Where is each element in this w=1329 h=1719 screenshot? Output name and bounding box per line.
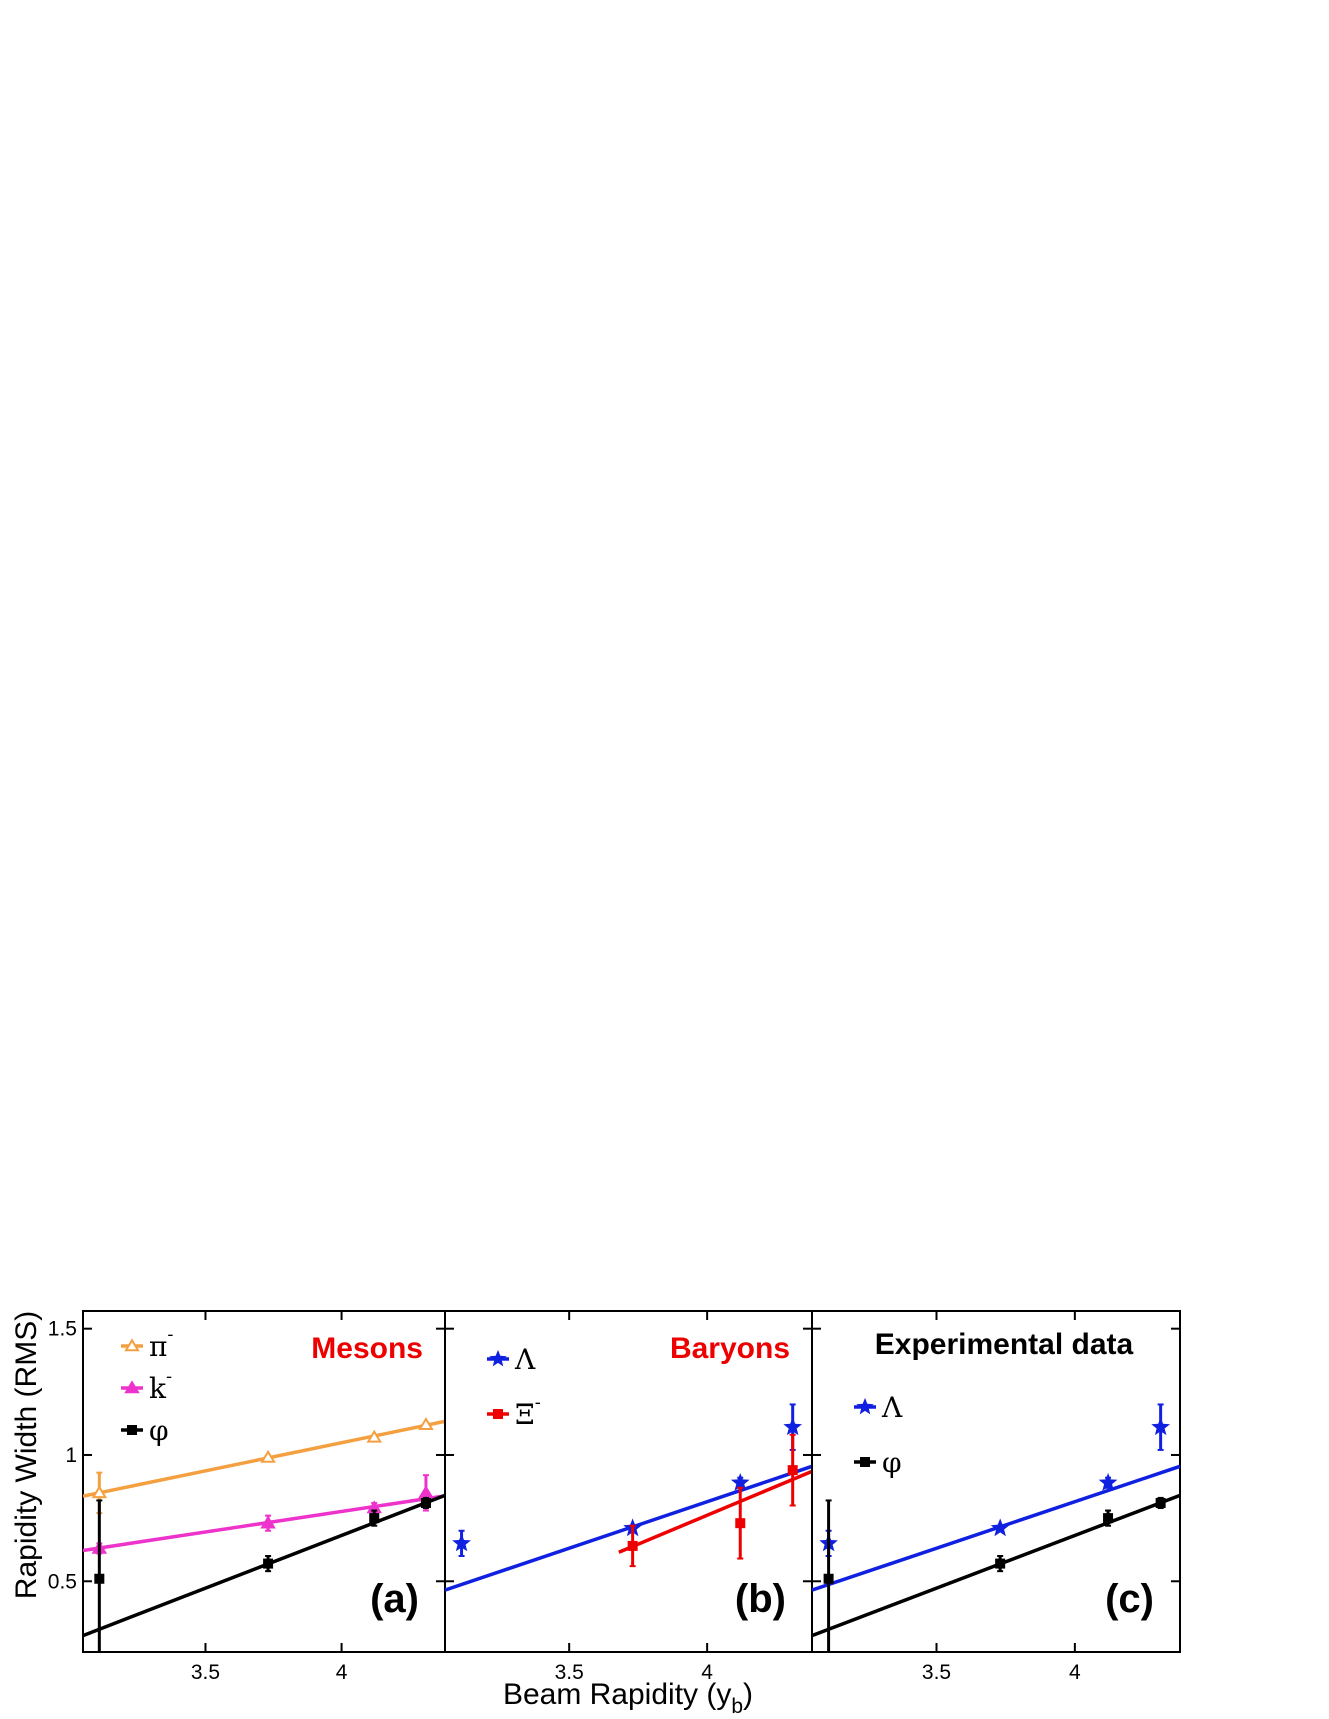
series-2-1 <box>445 1403 812 1592</box>
panel-frame <box>811 1310 1181 1653</box>
legend-superscript: - <box>535 1392 541 1413</box>
data-point <box>94 1573 105 1584</box>
fit-line <box>618 1469 812 1554</box>
x-tick-label: 3.5 <box>555 1661 584 1684</box>
x-tick-label: 3.5 <box>191 1661 220 1684</box>
series-1-3 <box>83 1493 445 1652</box>
x-tick-label: 4 <box>1069 1661 1081 1684</box>
data-point <box>1098 1473 1118 1491</box>
data-point <box>418 1485 434 1499</box>
panel-data <box>83 1417 445 1652</box>
legend-marker <box>489 1349 507 1367</box>
data-point <box>730 1473 750 1491</box>
panel-title: Mesons <box>311 1332 423 1365</box>
series-3-2 <box>812 1493 1180 1652</box>
x-axis-title-close: ) <box>743 1678 753 1711</box>
x-tick-label: 3.5 <box>922 1661 951 1684</box>
legend-symbol: π <box>149 1330 167 1363</box>
legend-marker <box>127 1425 137 1435</box>
legend-marker <box>856 1397 874 1415</box>
y-axis-title: Rapidity Width (RMS) <box>10 1311 43 1599</box>
legend-entry: k- <box>121 1366 172 1405</box>
legend-symbol: Ξ <box>515 1398 535 1431</box>
x-axis-title-subscript: b <box>731 1695 743 1718</box>
data-point <box>260 1515 276 1529</box>
legend-label: k- <box>149 1366 172 1405</box>
data-point <box>1151 1417 1170 1436</box>
data-point <box>995 1558 1006 1569</box>
panel-3: 3.5 4 (c) Experimental data Λφ <box>811 1310 1181 1684</box>
data-point <box>990 1518 1010 1537</box>
legend-marker <box>124 1338 140 1352</box>
y-tick-label: 0.5 <box>48 1570 77 1593</box>
y-tick-label: 1 <box>65 1444 77 1467</box>
legend-entry: π- <box>121 1324 174 1363</box>
legend-entry: Λ <box>854 1391 903 1424</box>
data-point <box>783 1417 802 1436</box>
data-point <box>1103 1513 1114 1524</box>
legend-symbol: φ <box>149 1414 169 1447</box>
series-1-2 <box>83 1474 445 1555</box>
legend-label: Ξ- <box>515 1392 541 1431</box>
data-point <box>735 1518 746 1529</box>
legend-entry: φ <box>854 1446 902 1479</box>
series-2-2 <box>618 1433 812 1568</box>
legend-label: φ <box>882 1446 902 1479</box>
legend-label: Λ <box>881 1391 903 1424</box>
panel-letter: (a) <box>370 1577 419 1621</box>
data-point <box>418 1417 434 1430</box>
panel-title: Experimental data <box>875 1328 1134 1361</box>
panel-data <box>812 1403 1180 1652</box>
legend-label: Λ <box>514 1343 536 1376</box>
legend-marker <box>493 1409 503 1419</box>
data-point <box>420 1497 431 1508</box>
data-point <box>263 1558 274 1569</box>
data-point <box>627 1540 638 1551</box>
data-point <box>823 1573 834 1584</box>
legend-marker <box>124 1380 140 1394</box>
legend-entry: Λ <box>487 1343 536 1376</box>
panel-data <box>445 1403 812 1592</box>
data-point <box>369 1513 380 1524</box>
legend-symbol: φ <box>882 1446 902 1479</box>
data-point <box>787 1465 798 1476</box>
legend-label: φ <box>149 1414 169 1447</box>
legend-symbol: k <box>149 1372 167 1405</box>
data-point <box>366 1429 383 1443</box>
legend-symbol: Λ <box>514 1343 536 1376</box>
series-1-1 <box>83 1417 445 1515</box>
y-tick-label: 1.5 <box>48 1318 77 1341</box>
panel-letter: (c) <box>1105 1577 1154 1621</box>
legend-superscript: - <box>167 1324 173 1345</box>
legend-marker <box>860 1457 870 1467</box>
panel-letter: (b) <box>735 1577 786 1621</box>
data-point <box>91 1485 108 1499</box>
legend-superscript: - <box>166 1366 172 1387</box>
x-axis-title-main: Beam Rapidity (y <box>503 1678 731 1711</box>
legend-entry: φ <box>121 1414 169 1447</box>
panel-title: Baryons <box>670 1332 790 1365</box>
legend-symbol: Λ <box>881 1391 903 1424</box>
data-point <box>260 1449 276 1463</box>
data-point <box>452 1533 471 1552</box>
x-tick-label: 4 <box>336 1661 348 1684</box>
x-tick-label: 4 <box>701 1661 713 1684</box>
legend-label: π- <box>149 1324 174 1363</box>
legend-entry: Ξ- <box>487 1392 541 1431</box>
x-axis-title: Beam Rapidity (yb) <box>503 1678 753 1718</box>
data-point <box>1155 1497 1166 1508</box>
